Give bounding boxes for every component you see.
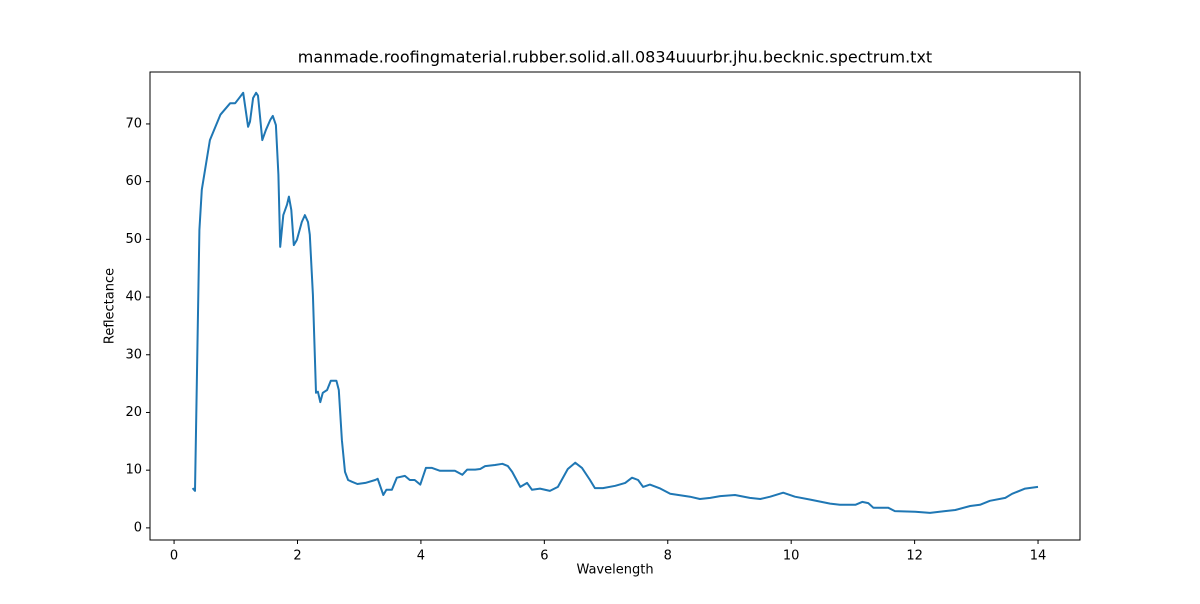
x-tick-label: 12 (906, 549, 923, 564)
x-tick-label: 10 (783, 549, 800, 564)
chart-title: manmade.roofingmaterial.rubber.solid.all… (298, 48, 932, 67)
y-tick-label: 60 (125, 174, 142, 189)
y-tick-label: 70 (125, 116, 142, 131)
y-tick-label: 20 (125, 405, 142, 420)
x-tick-label: 8 (664, 549, 672, 564)
plot-frame (149, 71, 1081, 541)
data-line (191, 91, 1039, 514)
x-axis-label: Wavelength (576, 563, 653, 578)
x-tick-label: 0 (170, 549, 178, 564)
x-tick-label: 4 (417, 549, 425, 564)
y-tick-label: 40 (125, 290, 142, 305)
y-tick-label: 10 (125, 463, 142, 478)
y-tick-label: 0 (134, 520, 142, 535)
x-tick-label: 2 (293, 549, 301, 564)
x-tick-label: 14 (1030, 549, 1047, 564)
y-tick-label: 50 (125, 232, 142, 247)
y-axis-label: Reflectance (103, 268, 118, 344)
y-tick-label: 30 (125, 347, 142, 362)
x-tick-label: 6 (540, 549, 548, 564)
